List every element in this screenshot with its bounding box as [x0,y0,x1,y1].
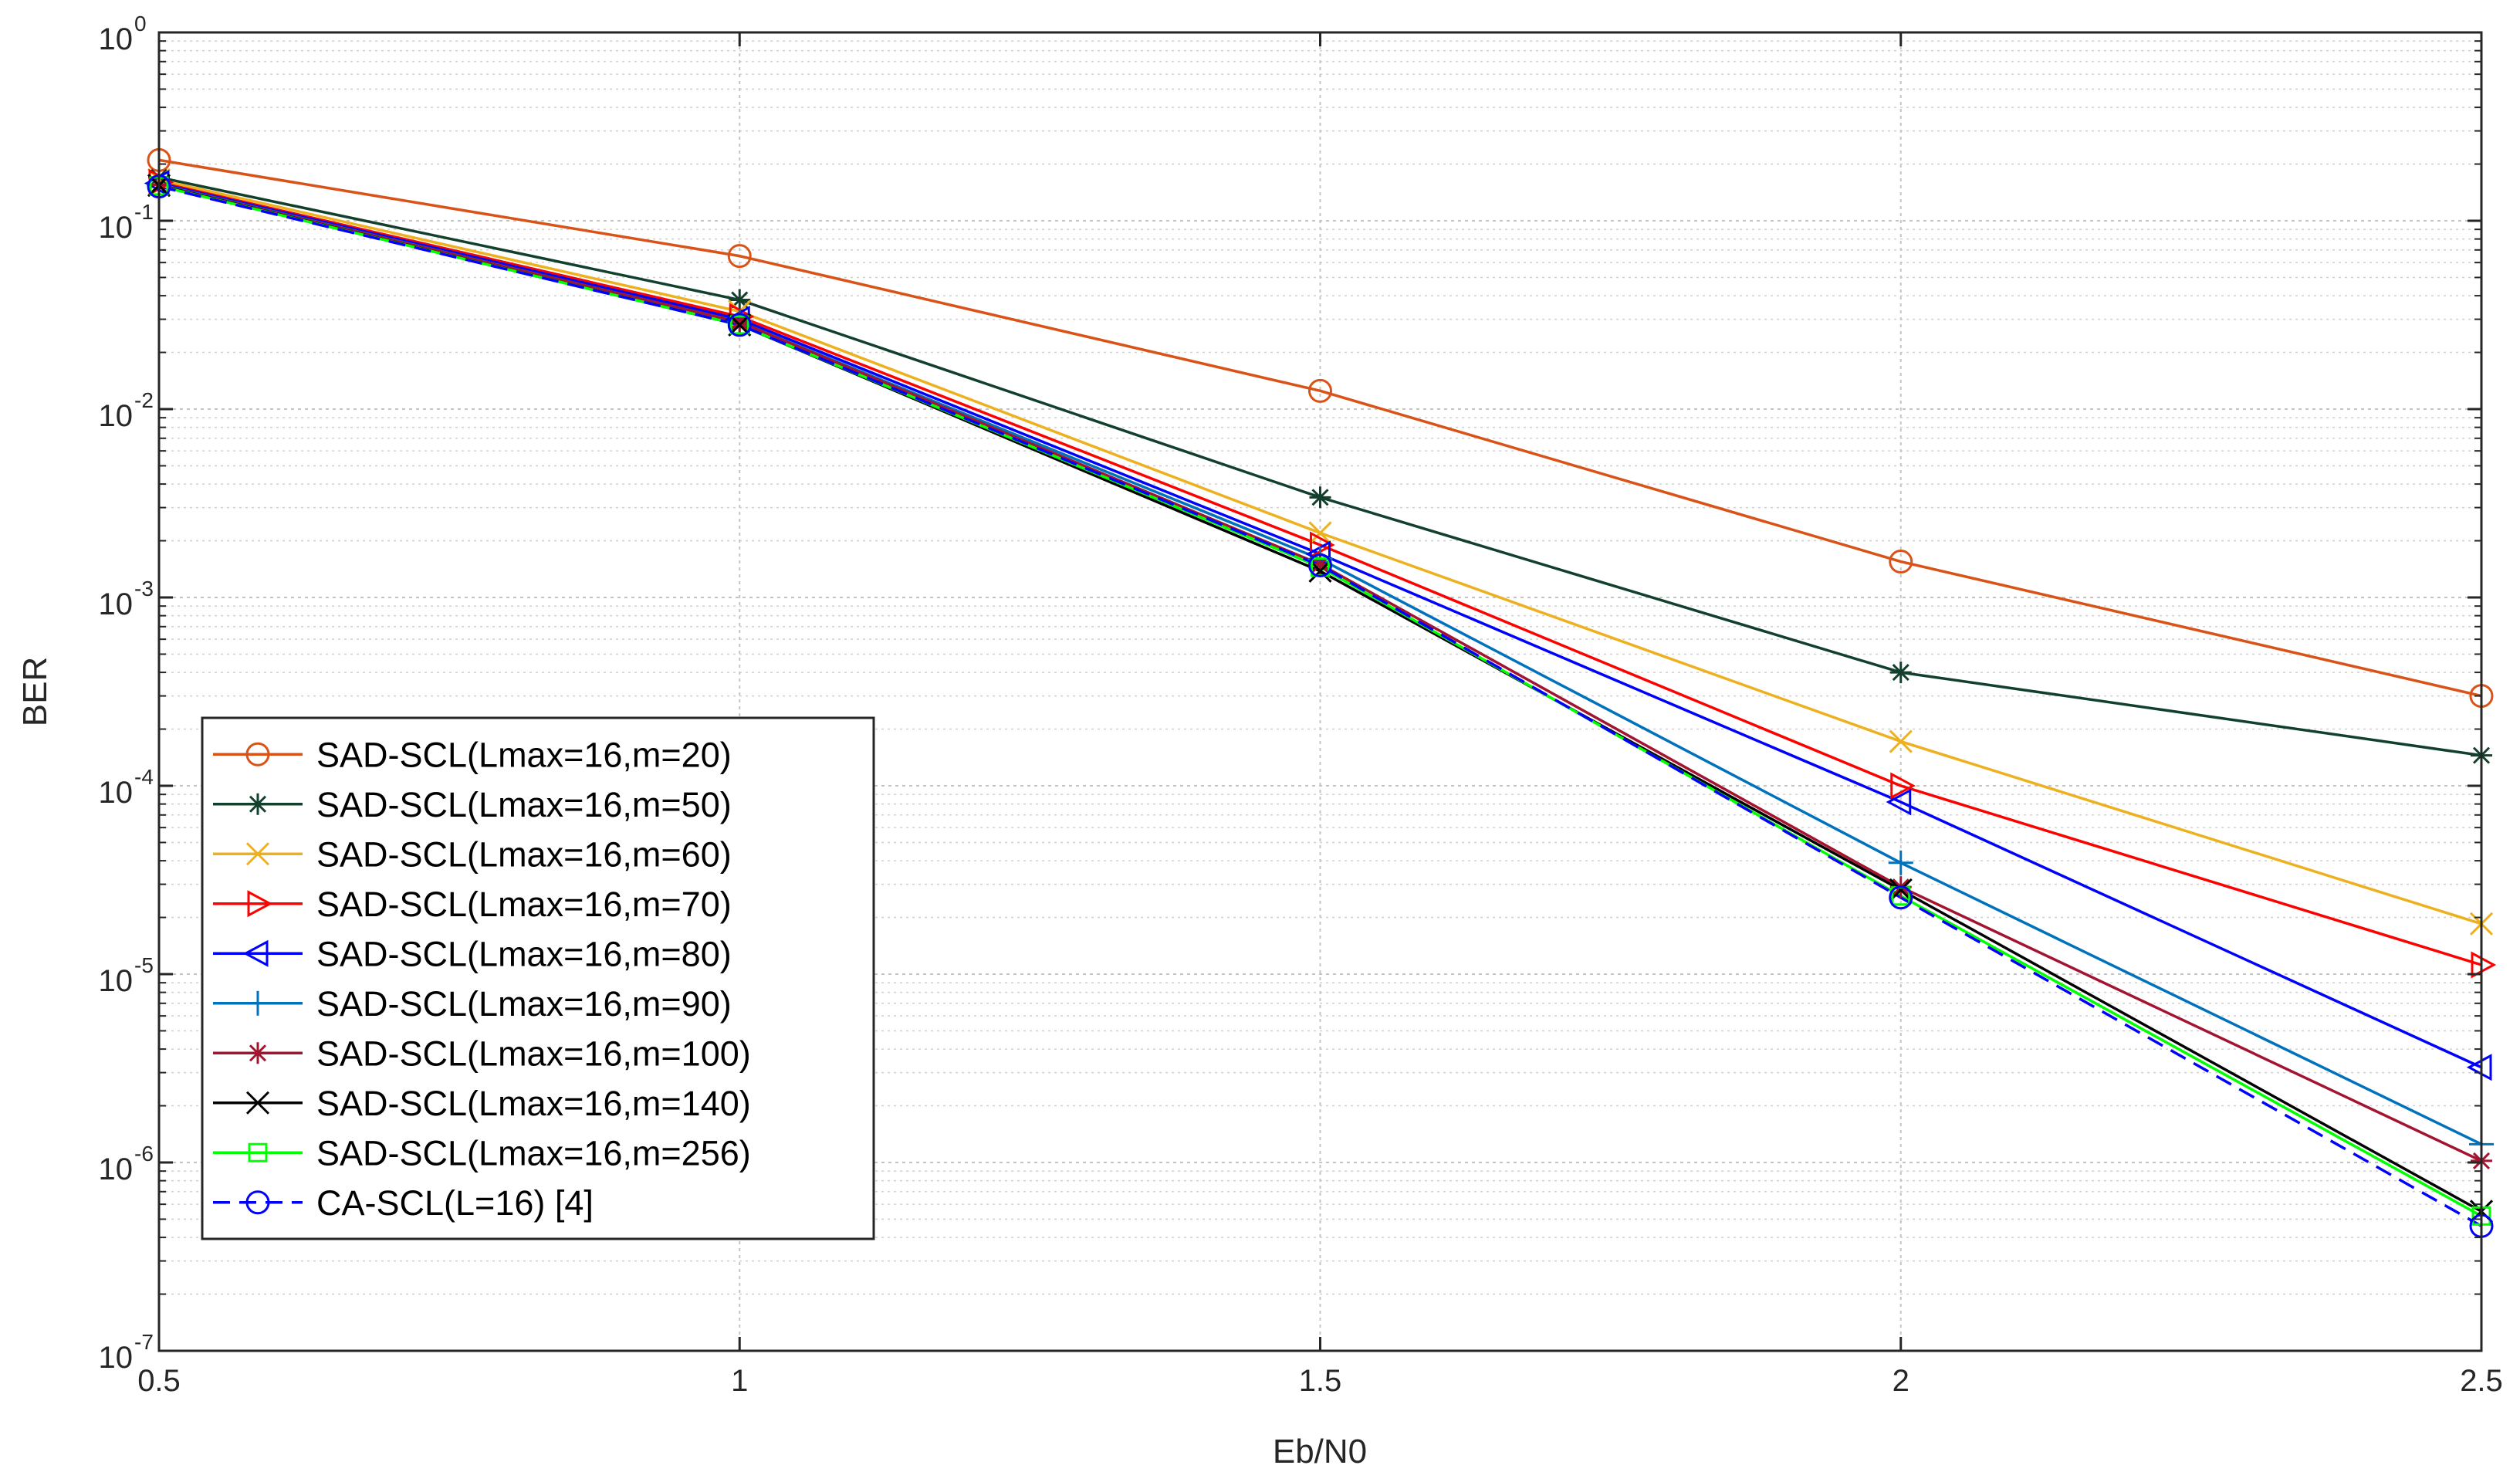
legend-label: SAD-SCL(Lmax=16,m=70) [316,885,732,924]
y-tick-label-exponent: -5 [134,953,154,977]
x-tick-label: 2.5 [2460,1364,2503,1398]
legend-label: SAD-SCL(Lmax=16,m=100) [316,1034,751,1073]
x-tick-label: 2 [1893,1364,1909,1398]
x-axis-label: Eb/N0 [1273,1433,1367,1470]
data-point [729,315,749,335]
y-tick-label: 10 -1 [99,200,154,245]
y-tick-label: 10 -6 [99,1142,154,1186]
data-point [1309,486,1331,509]
y-tick-label-exponent: 0 [134,12,147,36]
legend-label: SAD-SCL(Lmax=16,m=90) [316,984,732,1024]
y-tick-label-exponent: -3 [134,577,154,601]
data-point [727,313,752,337]
legend-box [201,716,875,1240]
y-tick-label-exponent: -7 [134,1330,154,1354]
y-tick-label-base: 10 [99,211,134,245]
data-point [245,990,270,1016]
legend-entry: SAD-SCL(Lmax=16,m=80) [213,934,732,973]
x-tick-labels: 0.5 1 1.5 2 2.5 [137,1364,2503,1398]
data-point [1888,850,1913,875]
y-tick-label: 10 -7 [99,1330,154,1375]
data-point [1889,662,1912,684]
y-tick-label: 10 -5 [99,953,154,998]
y-tick-label: 10 0 [99,12,147,56]
data-point [1308,378,1332,403]
legend-entry: SAD-SCL(Lmax=16,m=60) [213,834,732,874]
y-tick-label-exponent: -2 [134,388,154,412]
data-point [1308,553,1332,577]
data-point [242,939,269,967]
legend-label: SAD-SCL(Lmax=16,m=50) [316,785,732,824]
y-tick-label-base: 10 [99,399,134,433]
y-tick-label: 10 -2 [99,388,154,433]
legend-label: SAD-SCL(Lmax=16,m=20) [316,735,732,774]
y-tick-label-base: 10 [99,1341,134,1375]
data-point [1308,559,1332,583]
x-tick-label: 1.5 [1299,1364,1342,1398]
legend-label: SAD-SCL(Lmax=16,m=140) [316,1084,751,1123]
legend-entry: CA-SCL(L=16) [4] [213,1183,594,1223]
y-tick-label-base: 10 [99,22,134,56]
data-point [245,842,270,866]
legend-entry: SAD-SCL(Lmax=16,m=100) [213,1034,751,1073]
legend-entry: SAD-SCL(Lmax=16,m=140) [213,1084,751,1123]
legend-entry: SAD-SCL(Lmax=16,m=90) [213,984,732,1024]
data-point [1889,878,1913,902]
data-point [1886,788,1912,816]
y-tick-label-base: 10 [99,587,134,621]
legend-label: CA-SCL(L=16) [4] [316,1183,594,1223]
data-point [1889,550,1913,574]
y-tick-label-base: 10 [99,964,134,998]
series-line [158,181,2482,966]
data-point [2471,951,2497,979]
series-line [158,158,2482,698]
legend-label: SAD-SCL(Lmax=16,m=256) [316,1133,751,1173]
legend-entry: SAD-SCL(Lmax=16,m=20) [213,735,732,774]
data-point [245,1091,270,1115]
data-point [247,890,273,918]
data-point [1890,772,1916,800]
x-tick-label: 1 [731,1364,748,1398]
axis-ticks [157,31,2483,1352]
data-point [248,1142,268,1162]
data-point [247,793,269,815]
data-point [1308,521,1332,545]
y-tick-label-exponent: -6 [134,1142,154,1166]
data-point [1889,885,1913,910]
x-tick-label: 0.5 [137,1364,181,1398]
data-point [247,1042,269,1064]
data-point [727,244,752,269]
series-line [158,184,2482,1227]
legend-label: SAD-SCL(Lmax=16,m=60) [316,834,732,874]
legend: SAD-SCL(Lmax=16,m=20) SAD-SCL(Lmax=16,m=5… [201,716,875,1240]
data-point [1889,729,1913,753]
data-point [1310,531,1335,559]
data-point [245,1190,270,1215]
y-tick-label-exponent: -1 [134,200,154,224]
y-tick-label-base: 10 [99,1152,134,1186]
y-tick-label: 10 -4 [99,765,154,810]
legend-entry: SAD-SCL(Lmax=16,m=70) [213,885,732,924]
y-tick-label-base: 10 [99,776,134,810]
data-point [245,742,270,766]
y-axis-label: BER [16,657,54,726]
legend-label: SAD-SCL(Lmax=16,m=80) [316,934,732,973]
y-tick-label-exponent: -4 [134,765,154,789]
legend-entry: SAD-SCL(Lmax=16,m=50) [213,785,732,824]
y-tick-label: 10 -3 [99,577,154,621]
legend-entry: SAD-SCL(Lmax=16,m=256) [213,1133,751,1173]
